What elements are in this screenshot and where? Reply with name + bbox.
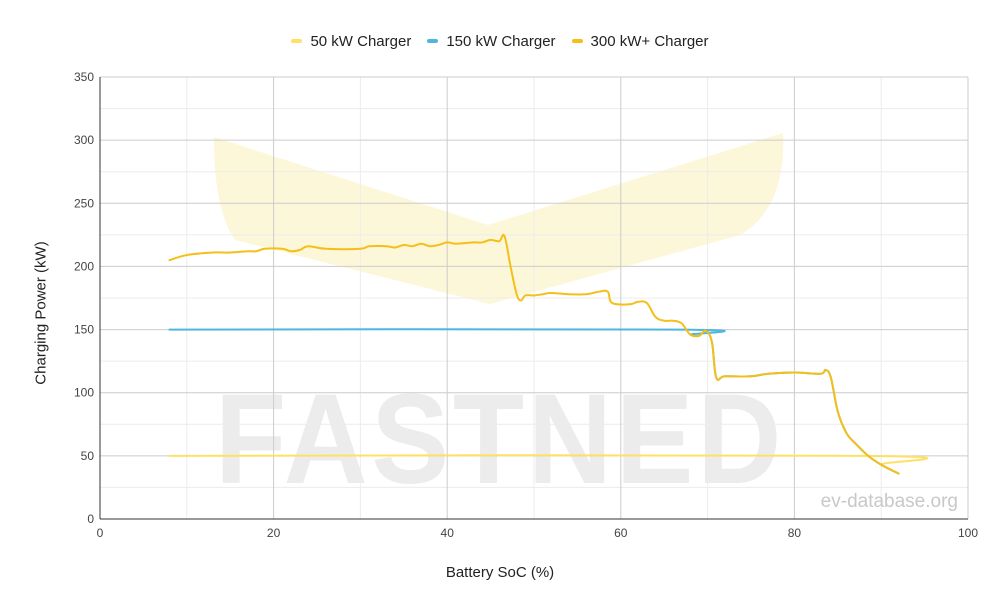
legend-swatch-300kw — [571, 39, 583, 43]
y-tick-label: 50 — [81, 449, 95, 463]
legend-label-150kw: 150 kW Charger — [446, 32, 556, 50]
x-tick-label: 100 — [958, 526, 978, 540]
series-line-300kw[interactable] — [168, 233, 900, 475]
series-layer — [168, 233, 929, 475]
y-axis-title: Charging Power (kW) — [32, 241, 50, 385]
legend-label-300kw: 300 kW+ Charger — [590, 32, 709, 50]
x-tick-label: 0 — [97, 526, 104, 540]
x-tick-label: 60 — [614, 526, 628, 540]
y-tick-label: 200 — [74, 259, 94, 273]
y-tick-label: 100 — [74, 386, 94, 400]
x-axis-title: Battery SoC (%) — [445, 564, 555, 581]
y-tick-label: 350 — [74, 70, 94, 84]
legend-swatch-150kw — [427, 39, 439, 43]
legend-item-50kw[interactable]: 50 kW Charger — [291, 33, 411, 50]
watermark-site-text: ev-database.org — [820, 491, 958, 512]
legend-item-150kw[interactable]: 150 kW Charger — [427, 32, 556, 50]
y-tick-label: 250 — [74, 196, 94, 210]
x-tick-label: 40 — [441, 526, 455, 540]
y-tick-label: 300 — [74, 133, 94, 147]
axes — [99, 77, 968, 520]
fastned-logo-text: FASTNED — [215, 368, 785, 511]
legend: 50 kW Charger 150 kW Charger 300 kW+ Cha… — [0, 30, 1000, 52]
y-tick-label: 150 — [74, 323, 94, 337]
y-tick-label: 0 — [87, 512, 94, 526]
x-tick-label: 20 — [267, 526, 281, 540]
legend-swatch-50kw — [291, 39, 303, 43]
tick-labels: 0 20 40 60 80 100 0 50 100 150 200 250 300 350 — [74, 70, 978, 540]
minor-gridlines — [100, 77, 968, 519]
legend-label-50kw: 50 kW Charger — [310, 32, 412, 50]
fastned-logo-shape — [214, 133, 784, 304]
legend-item-300kw[interactable]: 300 kW+ Charger — [571, 32, 709, 50]
x-tick-label: 80 — [788, 526, 802, 540]
